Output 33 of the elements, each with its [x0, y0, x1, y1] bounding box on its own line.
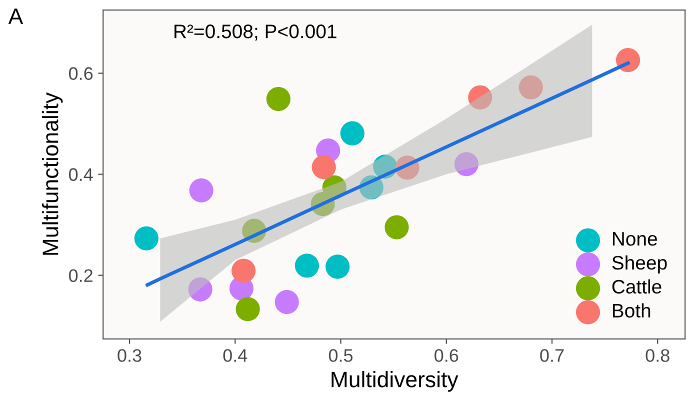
point — [188, 277, 212, 302]
legend-label: Both — [612, 303, 650, 318]
legend-label: Cattle — [612, 279, 662, 294]
annotation: R²=0.508; P<0.001 — [174, 24, 336, 41]
y-axis-title: Multifunctionality — [42, 92, 63, 255]
point — [312, 155, 336, 180]
y-tick-label: 0.4 — [68, 168, 93, 181]
y-tick-label: 0.6 — [68, 67, 93, 80]
point — [326, 254, 350, 279]
x-tick-label: 0.4 — [223, 349, 248, 362]
point — [384, 215, 409, 240]
point — [274, 290, 299, 314]
point — [468, 85, 492, 110]
point — [518, 75, 543, 100]
x-tick-label: 0.6 — [434, 349, 458, 362]
y-tick-label: 0.2 — [68, 269, 92, 282]
point — [236, 297, 260, 322]
point — [294, 254, 319, 278]
point — [266, 86, 290, 112]
text: A — [8, 8, 24, 24]
point — [340, 121, 364, 146]
legend-label: None — [612, 232, 657, 246]
point — [189, 178, 214, 202]
point — [616, 48, 640, 72]
x-tick-label: 0.7 — [540, 349, 564, 362]
legend-label: Sheep — [612, 255, 667, 274]
point — [454, 152, 478, 176]
x-axis-title: Multidiversity — [332, 371, 458, 392]
x-tick-label: 0.8 — [646, 349, 670, 362]
point — [232, 258, 256, 283]
x-tick-label: 0.3 — [118, 349, 142, 362]
point — [134, 226, 158, 250]
x-tick-label: 0.5 — [328, 349, 353, 362]
